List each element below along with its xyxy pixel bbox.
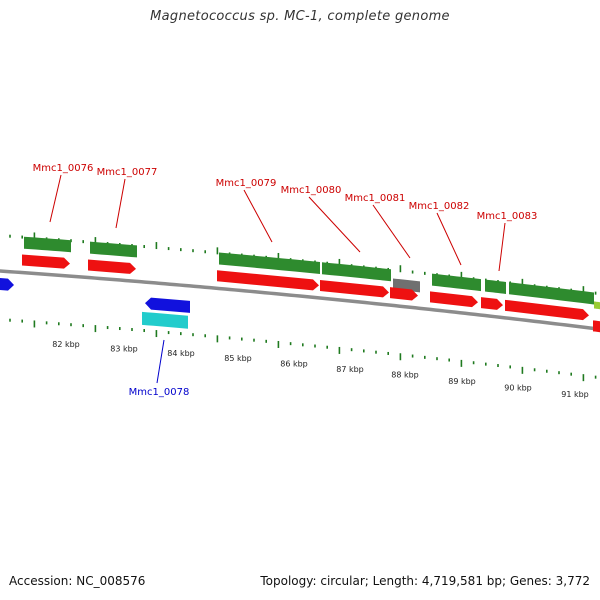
cds-feature	[217, 270, 319, 291]
gene-label-leader	[243, 189, 273, 243]
cds-feature-edge	[593, 320, 600, 333]
gene-label: Mmc1_0076	[33, 163, 94, 174]
gene-feature	[90, 241, 137, 258]
gene-label-leader	[115, 178, 126, 229]
cds-feature	[88, 259, 136, 274]
gene-label: Mmc1_0077	[97, 167, 158, 178]
scale-label: 88 kbp	[391, 371, 419, 380]
gene-feature-edge	[594, 301, 600, 310]
scale-label: 87 kbp	[336, 365, 364, 374]
gene-feature	[485, 279, 506, 294]
cds-feature	[505, 299, 589, 321]
cds-feature	[390, 287, 418, 301]
map-title: Magnetococcus sp. MC-1, complete genome	[150, 9, 450, 24]
accession-text: Accession: NC_008576	[9, 574, 146, 588]
scale-label: 82 kbp	[52, 340, 80, 349]
gene-feature	[24, 236, 71, 253]
gene-label-leader	[49, 174, 62, 223]
gene-label: Mmc1_0080	[281, 185, 342, 196]
gene-feature	[432, 273, 481, 292]
reverse-feature-edge	[0, 278, 14, 291]
scale-label: 89 kbp	[448, 377, 476, 386]
cds-feature	[22, 254, 70, 269]
reverse-gene-feature	[142, 311, 188, 329]
scale-label: 85 kbp	[224, 354, 252, 363]
cds-feature	[430, 291, 478, 308]
gene-label: Mmc1_0079	[216, 178, 277, 189]
gene-label-leader	[156, 339, 165, 384]
scale-label: 86 kbp	[280, 359, 308, 368]
scale-label: 91 kbp	[561, 390, 589, 399]
gene-label: Mmc1_0078	[129, 387, 190, 398]
sequence-backbone	[0, 269, 600, 331]
scale-label: 84 kbp	[167, 349, 195, 358]
gene-label-leader	[436, 212, 462, 266]
gene-label: Mmc1_0083	[477, 211, 538, 222]
gene-label: Mmc1_0082	[409, 201, 470, 212]
genome-summary-text: Topology: circular; Length: 4,719,581 bp…	[260, 574, 590, 588]
gene-label: Mmc1_0081	[345, 193, 406, 204]
reverse-cds-feature	[145, 297, 190, 313]
gene-label-leader	[372, 204, 411, 259]
scale-label: 90 kbp	[504, 383, 532, 392]
gene-feature	[509, 282, 594, 305]
cds-feature	[320, 280, 389, 298]
cds-feature	[481, 297, 503, 310]
gene-label-leader	[498, 222, 506, 272]
scale-label: 83 kbp	[110, 344, 138, 353]
gene-label-leader	[308, 196, 361, 253]
gene-feature	[219, 252, 320, 275]
gene-feature	[322, 262, 391, 282]
